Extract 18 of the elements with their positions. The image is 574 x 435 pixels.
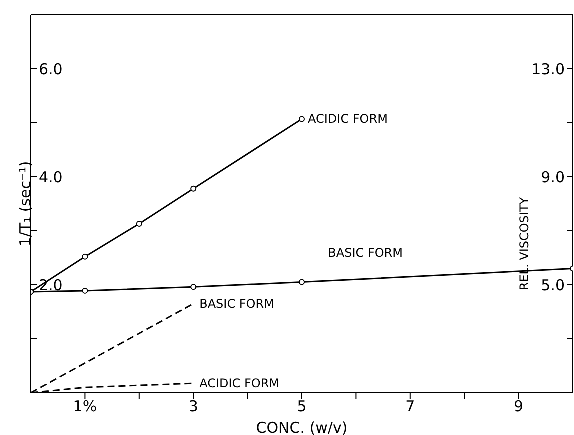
x-tick-label: 9	[514, 398, 524, 416]
series-label: BASIC FORM	[200, 296, 274, 311]
series-label: ACIDIC FORM	[308, 112, 388, 126]
x-tick-label: 7	[406, 398, 416, 416]
y2-tick-label: 13.0	[532, 60, 565, 78]
y-tick-label: 6.0	[39, 60, 63, 78]
y-axis-title: 1/T₁ (sec⁻¹)	[16, 161, 34, 247]
x-tick-label: 3	[188, 398, 198, 416]
series-label: ACIDIC FORM	[200, 376, 280, 391]
y2-tick-label: 9.0	[541, 168, 565, 186]
x-tick-label: 5	[297, 398, 307, 416]
x-tick-label: 1%	[73, 398, 98, 416]
y2-axis-title: REL. VISCOSITY	[517, 196, 532, 291]
y-tick-label: 2.0	[39, 276, 63, 294]
x-axis-title: CONC. (w/v)	[256, 419, 348, 435]
series-label: BASIC FORM	[328, 246, 403, 260]
y-tick-label: 4.0	[39, 168, 63, 186]
y2-tick-label: 5.0	[541, 276, 565, 294]
